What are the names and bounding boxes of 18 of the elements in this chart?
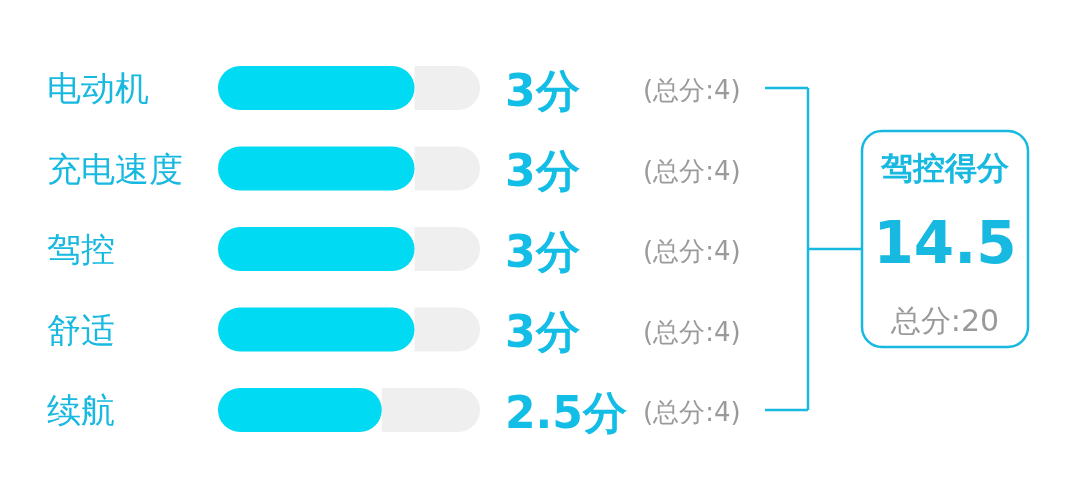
y-tick-label: 驾控 bbox=[47, 229, 115, 269]
y-tick-label: 舒适 bbox=[47, 309, 115, 350]
text: 总分:20 bbox=[889, 302, 1000, 338]
data-label: 2.5分 bbox=[505, 386, 627, 438]
data-label: 3分 bbox=[505, 225, 580, 277]
data-label: 3分 bbox=[505, 64, 580, 116]
text: (总分:4) bbox=[643, 316, 741, 347]
y-tick-label: 续航 bbox=[47, 390, 115, 430]
data-label: 3分 bbox=[505, 145, 580, 196]
text: (总分:4) bbox=[643, 75, 741, 105]
y-tick-label: 充电速度 bbox=[47, 148, 183, 189]
text: (总分:4) bbox=[643, 155, 741, 186]
data-label: 3分 bbox=[505, 306, 580, 357]
y-tick-label: 电动机 bbox=[47, 68, 149, 108]
text: 驾控得分 bbox=[880, 149, 1009, 187]
text: (总分:4) bbox=[643, 397, 741, 427]
text: 14.5 bbox=[873, 209, 1017, 277]
text: (总分:4) bbox=[643, 236, 741, 266]
